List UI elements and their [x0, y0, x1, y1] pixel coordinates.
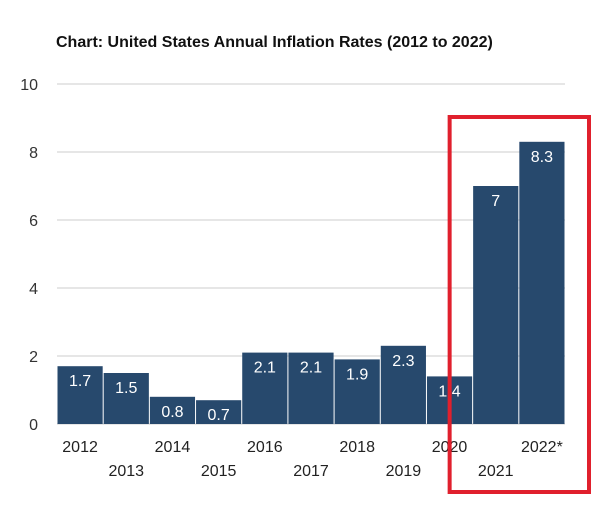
bar-value-label: 2.1: [300, 360, 322, 377]
bar: [473, 186, 519, 424]
highlight-box: [447, 115, 591, 494]
bar: [103, 373, 149, 424]
y-tick-label: 8: [29, 145, 38, 162]
bar-value-label: 8.3: [531, 149, 553, 166]
bar: [57, 366, 103, 424]
bar-value-label: 0.7: [208, 407, 230, 424]
bar-value-label: 0.8: [161, 404, 183, 421]
bars: [57, 141, 565, 425]
bar-value-label: 2.3: [392, 353, 414, 370]
x-tick-label: 2021: [478, 463, 514, 480]
bar-value-label: 2.1: [254, 360, 276, 377]
bar: [196, 400, 242, 424]
y-tick-label: 2: [29, 349, 38, 366]
bar: [334, 359, 380, 424]
y-tick-label: 0: [29, 417, 38, 434]
x-tick-label: 2014: [155, 439, 191, 456]
bar-value-label: 1.5: [115, 380, 137, 397]
x-tick-label: 2019: [386, 463, 422, 480]
y-axis-ticks: 0 2 4 6 8 10: [20, 77, 38, 434]
bar: [149, 396, 196, 424]
x-tick-label: 2012: [62, 439, 98, 456]
bar-value-label: 1.7: [69, 373, 91, 390]
x-tick-label: 2016: [247, 439, 283, 456]
x-tick-label: 2018: [339, 439, 375, 456]
bar: [380, 345, 426, 424]
x-tick-label: 2022*: [521, 439, 563, 456]
x-tick-label: 2013: [108, 463, 144, 480]
value-labels: 1.7 1.50.8 0.72.1 2.1 1.92.31.478.3: [69, 149, 553, 424]
bar: [288, 352, 334, 424]
y-tick-label: 4: [29, 281, 38, 298]
x-tick-label: 2015: [201, 463, 237, 480]
bar: [242, 352, 288, 424]
highlight-rectangle: [447, 115, 591, 494]
y-tick-label: 10: [20, 77, 38, 94]
x-axis-ticks: 2012201320142015201620172018201920202021…: [62, 439, 563, 480]
bar: [519, 141, 565, 425]
bar-value-label: 1.9: [346, 366, 368, 383]
bar-value-label: 7: [491, 193, 500, 210]
x-tick-label: 2017: [293, 463, 329, 480]
y-tick-label: 6: [29, 213, 38, 230]
chart-title: Chart: United States Annual Inflation Ra…: [56, 34, 493, 51]
